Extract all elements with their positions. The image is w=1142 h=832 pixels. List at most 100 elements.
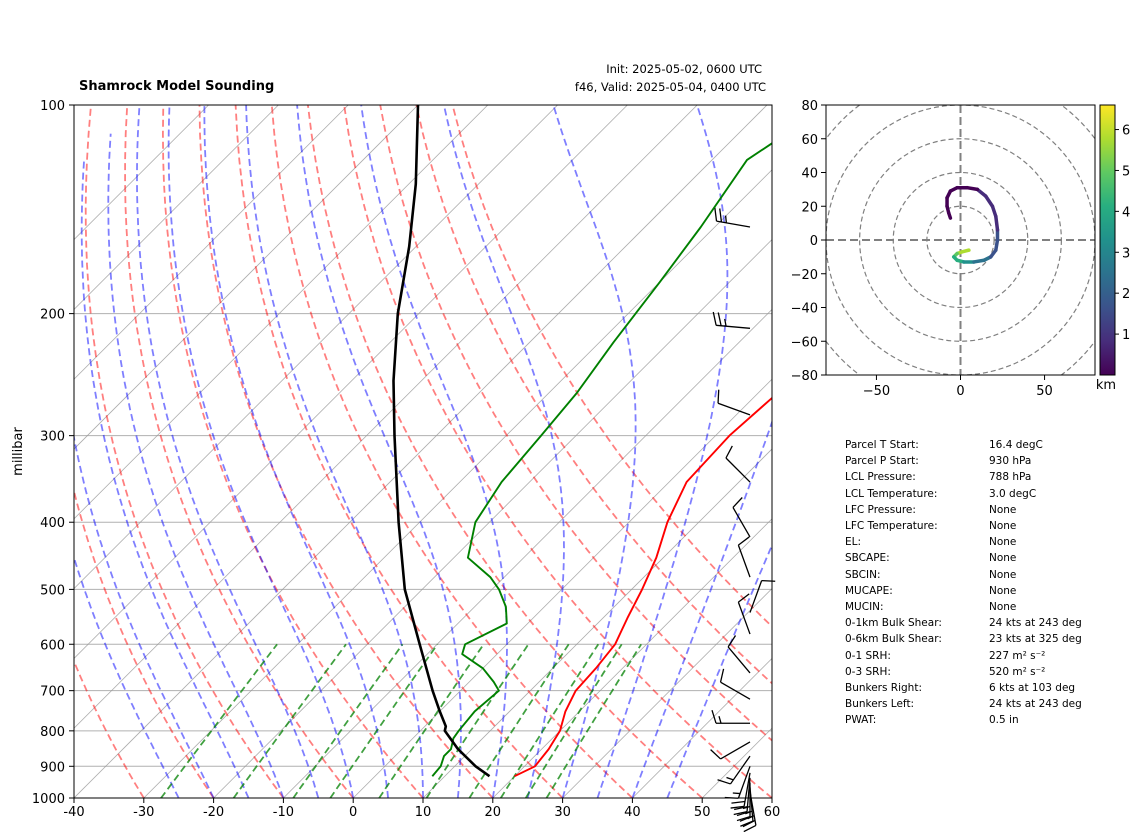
- stat-value: 520 m² s⁻²: [989, 665, 1046, 678]
- wind-barb-staff: [737, 601, 751, 635]
- stat-row: Parcel T Start: 16.4 degC: [845, 437, 1082, 453]
- wind-barb: [717, 755, 751, 785]
- wind-barb-flag: [742, 819, 756, 828]
- wind-barb: [714, 207, 751, 228]
- stat-row: Parcel P Start: 930 hPa: [845, 453, 1082, 469]
- stat-label: 0-6km Bulk Shear:: [845, 633, 942, 646]
- wind-barb-flag: [732, 497, 743, 508]
- hodograph-segment: [990, 204, 998, 219]
- isotherm-line: [352, 378, 772, 798]
- wind-barb-flag: [736, 815, 751, 822]
- wind-barb-staff: [743, 772, 751, 807]
- wind-barb-staff: [732, 507, 751, 538]
- moist-adiabat: [443, 105, 565, 798]
- x-tick-label: -30: [133, 805, 154, 820]
- isotherm-line: [143, 169, 772, 798]
- wind-barb-flag: [714, 207, 718, 222]
- stat-row: LCL Pressure: 788 hPa: [845, 469, 1082, 485]
- wind-barb-flag: [711, 710, 717, 724]
- dry-adiabat: [74, 487, 215, 798]
- wind-barb-flag: [717, 312, 722, 326]
- wind-barb-flag: [719, 668, 725, 683]
- hodograph-segment: [975, 187, 988, 198]
- isotherm-line: [74, 105, 558, 590]
- wind-barb-staff: [716, 220, 751, 228]
- moist-adiabat: [136, 105, 320, 798]
- wind-barb-flag: [731, 800, 746, 804]
- moist-adiabat: [167, 105, 355, 798]
- stat-value: None: [989, 552, 1017, 565]
- dry-adiabat: [415, 105, 772, 685]
- moist-adiabat: [631, 419, 772, 798]
- x-tick-label: -10: [273, 805, 294, 820]
- isotherm-line: [74, 105, 768, 798]
- stat-value: 930 hPa: [989, 455, 1032, 468]
- mixing-ratio-line: [545, 643, 642, 798]
- mixing-ratio-line: [525, 643, 623, 798]
- stat-label: 0-3 SRH:: [845, 665, 891, 678]
- x-tick-label: 10: [415, 805, 432, 820]
- isotherm-line: [562, 588, 772, 798]
- stat-label: LFC Pressure:: [845, 503, 916, 516]
- x-tick-label: 0: [349, 805, 357, 820]
- wind-barb: [711, 710, 750, 724]
- x-tick-label: 20: [485, 805, 502, 820]
- parcel-trace: [392, 105, 491, 778]
- wind-barb-flag: [712, 311, 717, 326]
- y-tick-label: 200: [40, 308, 65, 323]
- wind-barb-flag: [734, 806, 748, 811]
- stat-label: Parcel P Start:: [845, 455, 919, 468]
- init-time: Init: 2025-05-02, 0600 UTC: [606, 62, 762, 76]
- moist-adiabat: [203, 105, 389, 798]
- isotherm-line: [422, 448, 772, 798]
- wind-barb-staff: [716, 324, 751, 329]
- wind-barb: [736, 782, 751, 822]
- isotherm-line: [492, 518, 772, 798]
- moist-adiabat: [74, 433, 215, 798]
- stat-row: PWAT: 0.5 in: [845, 712, 1082, 728]
- wind-barb-flag: [733, 811, 748, 816]
- colorbar: [1099, 104, 1116, 376]
- wind-barb-staff: [749, 580, 763, 613]
- isotherm-line: [632, 657, 772, 798]
- colorbar-label: km: [1096, 378, 1116, 393]
- stat-value: 3.0 degC: [989, 487, 1037, 500]
- skew-t-frame: [73, 104, 773, 799]
- wind-barb-half-flag: [724, 215, 728, 223]
- stat-value: 16.4 degC: [989, 439, 1043, 451]
- dewpoint-trace: [431, 142, 772, 777]
- hodograph-y-tick-label: −60: [791, 335, 818, 350]
- wind-barb-flag: [761, 579, 776, 582]
- wind-barb-staff: [729, 755, 751, 785]
- y-tick-label: 100: [40, 99, 65, 114]
- colorbar-tick-label: 3: [1122, 246, 1130, 261]
- stat-row: LFC Temperature: None: [845, 518, 1082, 534]
- wind-barb-half-flag: [742, 805, 751, 810]
- dry-adiabat: [84, 105, 285, 798]
- wind-barb-half-flag: [726, 776, 734, 781]
- hodograph-segment: [994, 214, 1000, 232]
- dry-adiabat: [343, 105, 772, 798]
- wind-barb: [725, 445, 751, 483]
- wind-barb-flag: [743, 824, 757, 832]
- stat-value: 23 kts at 325 deg: [989, 633, 1082, 646]
- wind-barb-flag: [717, 389, 720, 404]
- hodograph-y-tick-label: 20: [801, 200, 818, 215]
- wind-barb-half-flag: [718, 716, 722, 724]
- wind-barb-staff: [717, 402, 751, 416]
- stat-value: None: [989, 601, 1017, 614]
- stat-row: EL: None: [845, 534, 1082, 550]
- wind-barb: [712, 311, 751, 329]
- wind-barb: [717, 389, 751, 416]
- stat-label: LFC Temperature:: [845, 520, 938, 533]
- wind-barb-staff: [720, 681, 751, 700]
- x-tick-label: 50: [694, 805, 711, 820]
- wind-barb-flag: [737, 536, 750, 546]
- wind-barb-half-flag: [724, 318, 727, 327]
- colorbar-tick-label: 4: [1122, 205, 1130, 220]
- hodograph-y-tick-label: 80: [801, 99, 818, 114]
- colorbar-tick-label: 5: [1122, 164, 1130, 179]
- x-tick-label: 30: [554, 805, 571, 820]
- stat-value: 0.5 in: [989, 714, 1019, 727]
